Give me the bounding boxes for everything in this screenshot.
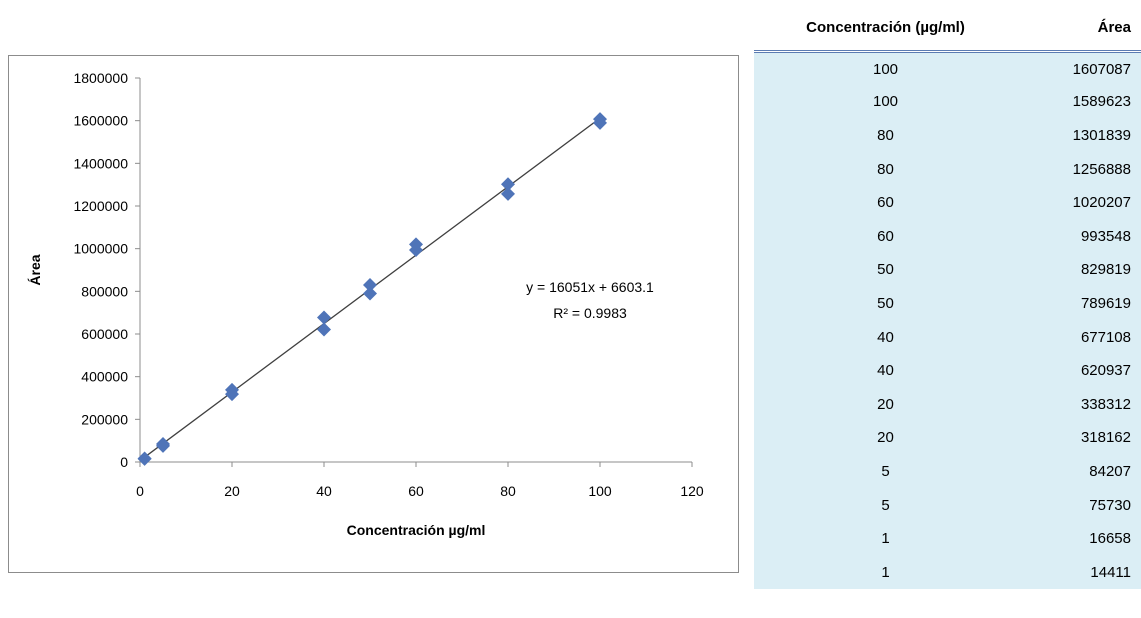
x-tick-label: 120 [680,483,704,499]
cell-concentration: 60 [754,185,1037,220]
table-row: 100 1589623 [754,85,1141,119]
table-row: 5 75730 [754,488,1141,522]
cell-area: 75730 [1037,488,1141,522]
cell-concentration: 100 [754,51,1037,86]
x-tick-label: 40 [316,483,332,499]
y-tick-label: 800000 [81,283,128,299]
cell-concentration: 80 [754,152,1037,186]
table-row: 40 620937 [754,353,1141,388]
cell-concentration: 20 [754,421,1037,455]
table-body: 100 1607087 100 1589623 80 1301839 80 1256888 60… [754,51,1141,589]
x-axis: 0 20 40 60 80 100 120 [136,461,704,499]
y-axis-title: Área [27,254,43,285]
cell-concentration: 50 [754,286,1037,321]
cell-area: 318162 [1037,421,1141,455]
cell-concentration: 60 [754,219,1037,254]
scatter-chart: 0 200000 400000 600000 800000 1000000 1200000 1… [27,70,704,538]
cell-concentration: 1 [754,521,1037,556]
y-tick-label: 1800000 [73,70,128,86]
table-row: 60 993548 [754,219,1141,254]
data-point [137,451,152,466]
cell-area: 789619 [1037,286,1141,321]
data-point [363,286,377,301]
data-points [137,112,607,466]
chart-frame: 0 200000 400000 600000 800000 1000000 1200000 1… [8,55,739,573]
table-row: 50 829819 [754,253,1141,287]
cell-concentration: 80 [754,118,1037,153]
table-row: 5 84207 [754,454,1141,489]
y-axis: 0 200000 400000 600000 800000 1000000 1200000 1… [73,70,141,470]
data-point [317,322,331,337]
table-row: 20 318162 [754,421,1141,455]
cell-concentration: 5 [754,488,1037,522]
cell-area: 16658 [1037,521,1141,556]
table-row: 40 677108 [754,320,1141,354]
cell-concentration: 1 [754,555,1037,589]
y-tick-label: 200000 [81,411,128,427]
data-point [501,177,515,192]
data-point [409,243,423,258]
cell-area: 1607087 [1037,51,1141,86]
cell-area: 1589623 [1037,85,1141,119]
data-point [501,186,515,201]
y-tick-label: 400000 [81,369,128,385]
data-point [363,277,377,292]
y-tick-label: 1000000 [73,241,128,257]
y-tick-label: 1600000 [73,113,128,129]
x-tick-label: 60 [408,483,424,499]
trendline-equation: y = 16051x + 6603.1 [526,279,654,295]
cell-concentration: 40 [754,320,1037,354]
cell-concentration: 40 [754,353,1037,388]
cell-concentration: 100 [754,85,1037,119]
cell-concentration: 50 [754,253,1037,287]
x-tick-label: 0 [136,483,144,499]
cell-area: 84207 [1037,454,1141,489]
data-point [156,438,170,453]
data-point [225,387,239,402]
cell-area: 14411 [1037,555,1141,589]
header-area: Área [1037,4,1141,53]
cell-area: 993548 [1037,219,1141,254]
x-tick-label: 80 [500,483,516,499]
y-tick-label: 0 [120,454,128,470]
data-table: Concentración (µg/ml) Área 100 1607087 100… [754,4,1141,589]
trendline-r-squared: R² = 0.9983 [553,305,627,321]
table-header-row: Concentración (µg/ml) Área [754,4,1141,53]
table-row: 60 1020207 [754,185,1141,220]
table-row: 80 1256888 [754,152,1141,186]
table-row: 50 789619 [754,286,1141,321]
table-row: 1 14411 [754,555,1141,589]
cell-area: 1256888 [1037,152,1141,186]
cell-area: 338312 [1037,387,1141,422]
y-tick-label: 600000 [81,326,128,342]
x-axis-title: Concentración µg/ml [347,522,486,538]
table-row: 20 338312 [754,387,1141,422]
cell-area: 620937 [1037,353,1141,388]
data-point [317,310,331,325]
data-point [593,115,607,130]
cell-area: 677108 [1037,320,1141,354]
cell-area: 829819 [1037,253,1141,287]
y-tick-label: 1200000 [73,198,128,214]
cell-area: 1301839 [1037,118,1141,153]
table-row: 100 1607087 [754,51,1141,86]
header-concentration: Concentración (µg/ml) [754,4,1037,53]
cell-concentration: 5 [754,454,1037,489]
cell-area: 1020207 [1037,185,1141,220]
cell-concentration: 20 [754,387,1037,422]
y-tick-label: 1400000 [73,155,128,171]
table-row: 1 16658 [754,521,1141,556]
x-tick-label: 20 [224,483,240,499]
table-row: 80 1301839 [754,118,1141,153]
x-tick-label: 100 [588,483,612,499]
